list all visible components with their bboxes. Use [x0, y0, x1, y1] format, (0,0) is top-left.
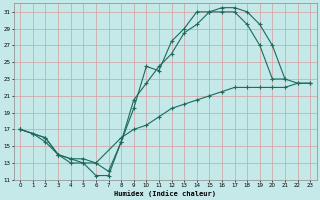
X-axis label: Humidex (Indice chaleur): Humidex (Indice chaleur): [114, 190, 216, 197]
